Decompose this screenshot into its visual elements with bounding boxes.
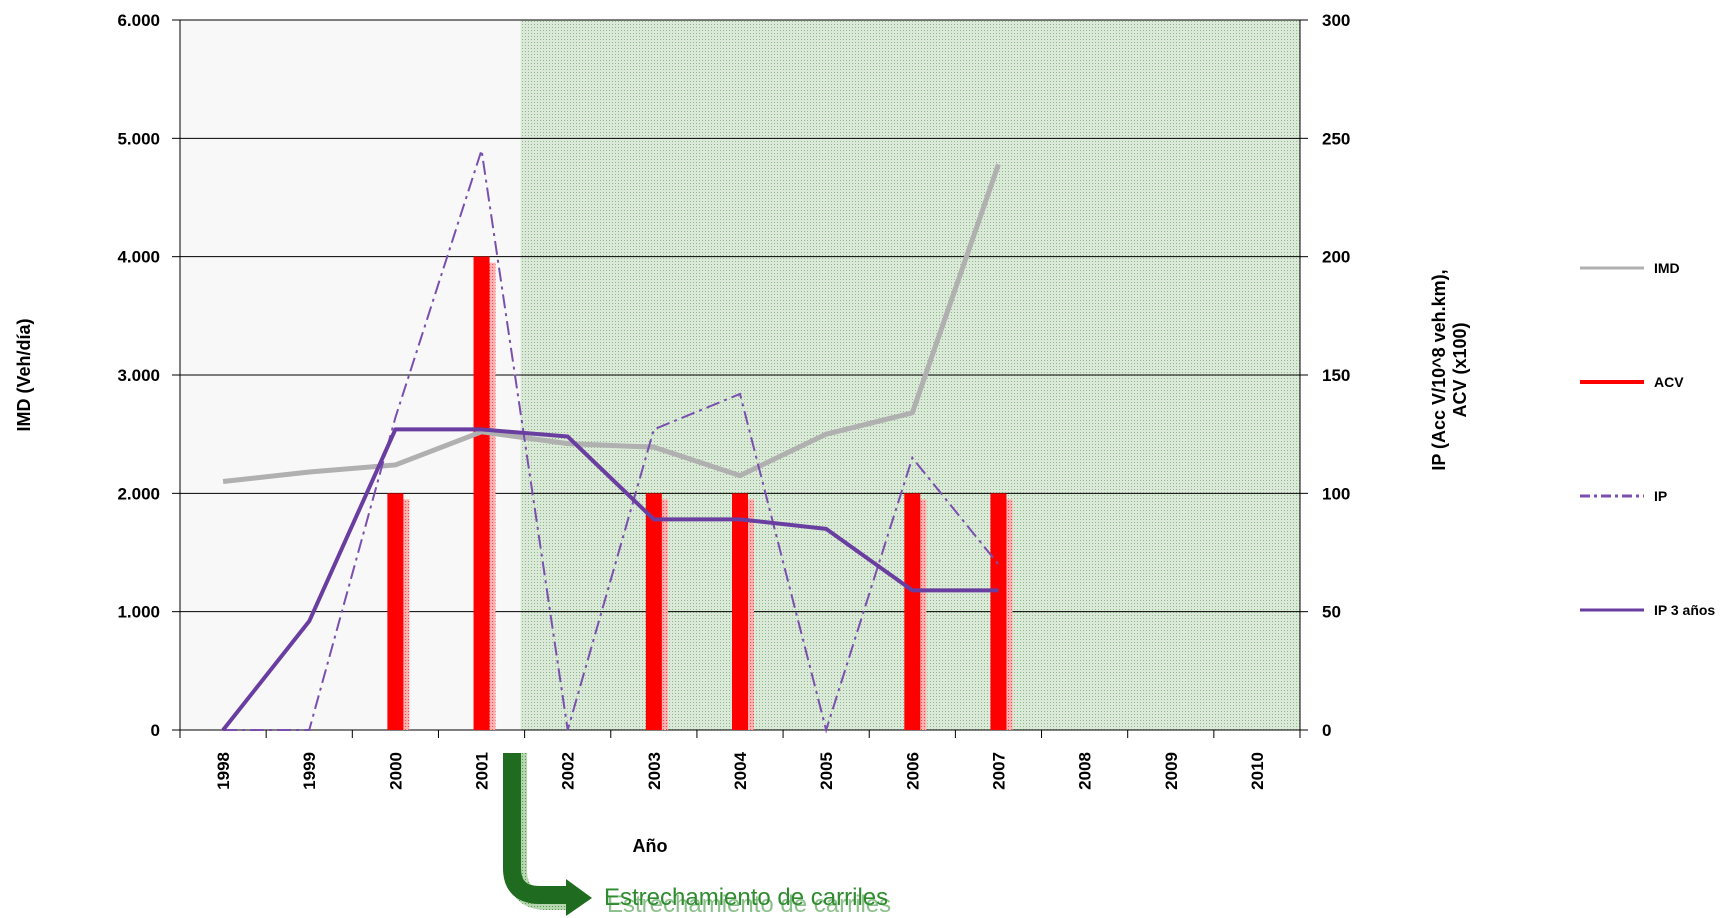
right-tick-label: 250 — [1322, 129, 1350, 148]
y-axis-right-title-line2: ACV (x100) — [1450, 322, 1470, 417]
y-axis-right-title-line1: IP (Acc V/10^8 veh.km), — [1429, 269, 1449, 470]
left-tick-label: 4.000 — [117, 248, 160, 267]
right-tick-label: 300 — [1322, 11, 1350, 30]
x-axis-ticks: 1998 1999 2000 2001 2002 2003 2004 2005 2006 2007… — [179, 730, 1301, 790]
left-tick-label: 2.000 — [117, 484, 160, 503]
acv-bar — [473, 256, 490, 730]
acv-bar — [645, 493, 662, 730]
acv-bar — [732, 493, 748, 730]
x-tick-label: 2005 — [817, 752, 836, 790]
ip-line — [223, 149, 1000, 734]
x-tick-label: 2003 — [645, 752, 664, 790]
acv-bar — [904, 493, 921, 730]
legend-label: IP 3 años — [1654, 602, 1715, 618]
left-tick-label: 5.000 — [117, 129, 160, 148]
x-axis-title: Año — [633, 836, 668, 856]
left-axis-ticks: 0 1.000 2.000 3.000 4.000 5.000 6.000 — [117, 11, 160, 740]
x-tick-label: 2009 — [1162, 752, 1181, 790]
acv-bar — [990, 493, 1007, 730]
x-tick-label: 2010 — [1248, 752, 1267, 790]
series-group — [221, 149, 1013, 734]
annotation-text: Estrechamiento de carriles — [607, 891, 891, 918]
left-tick-label: 6.000 — [117, 11, 160, 30]
x-tick-label: 2001 — [473, 752, 492, 790]
legend-label: ACV — [1654, 374, 1684, 390]
right-tick-label: 50 — [1322, 603, 1341, 622]
legend: IMD ACV IP IP 3 años — [1580, 260, 1715, 618]
x-tick-label: 1999 — [300, 752, 319, 790]
x-tick-label: 2007 — [989, 752, 1008, 790]
x-tick-label: 2006 — [903, 752, 922, 790]
left-tick-label: 0 — [151, 721, 160, 740]
right-tick-label: 100 — [1322, 484, 1350, 503]
left-tick-label: 3.000 — [117, 366, 160, 385]
imd-line — [222, 163, 1001, 484]
annotation-text-front: Estrechamiento de carriles — [604, 884, 888, 911]
x-tick-label: 2000 — [386, 752, 405, 790]
right-tick-label: 150 — [1322, 366, 1350, 385]
x-tick-label: 2008 — [1076, 752, 1095, 790]
annotation-arrow — [503, 753, 592, 916]
y-axis-left-title: IMD (Veh/día) — [14, 318, 34, 431]
x-tick-label: 2002 — [559, 752, 578, 790]
legend-label: IP — [1654, 488, 1667, 504]
right-tick-label: 200 — [1322, 248, 1350, 267]
legend-label: IMD — [1654, 260, 1680, 276]
left-tick-label: 1.000 — [117, 603, 160, 622]
acv-bar — [387, 493, 404, 730]
x-tick-label: 2004 — [731, 751, 750, 789]
x-tick-label: 1998 — [214, 752, 233, 790]
right-tick-label: 0 — [1322, 721, 1331, 740]
right-axis-ticks: 0 50 100 150 200 250 300 — [1322, 11, 1350, 740]
ip3-line — [221, 427, 999, 732]
